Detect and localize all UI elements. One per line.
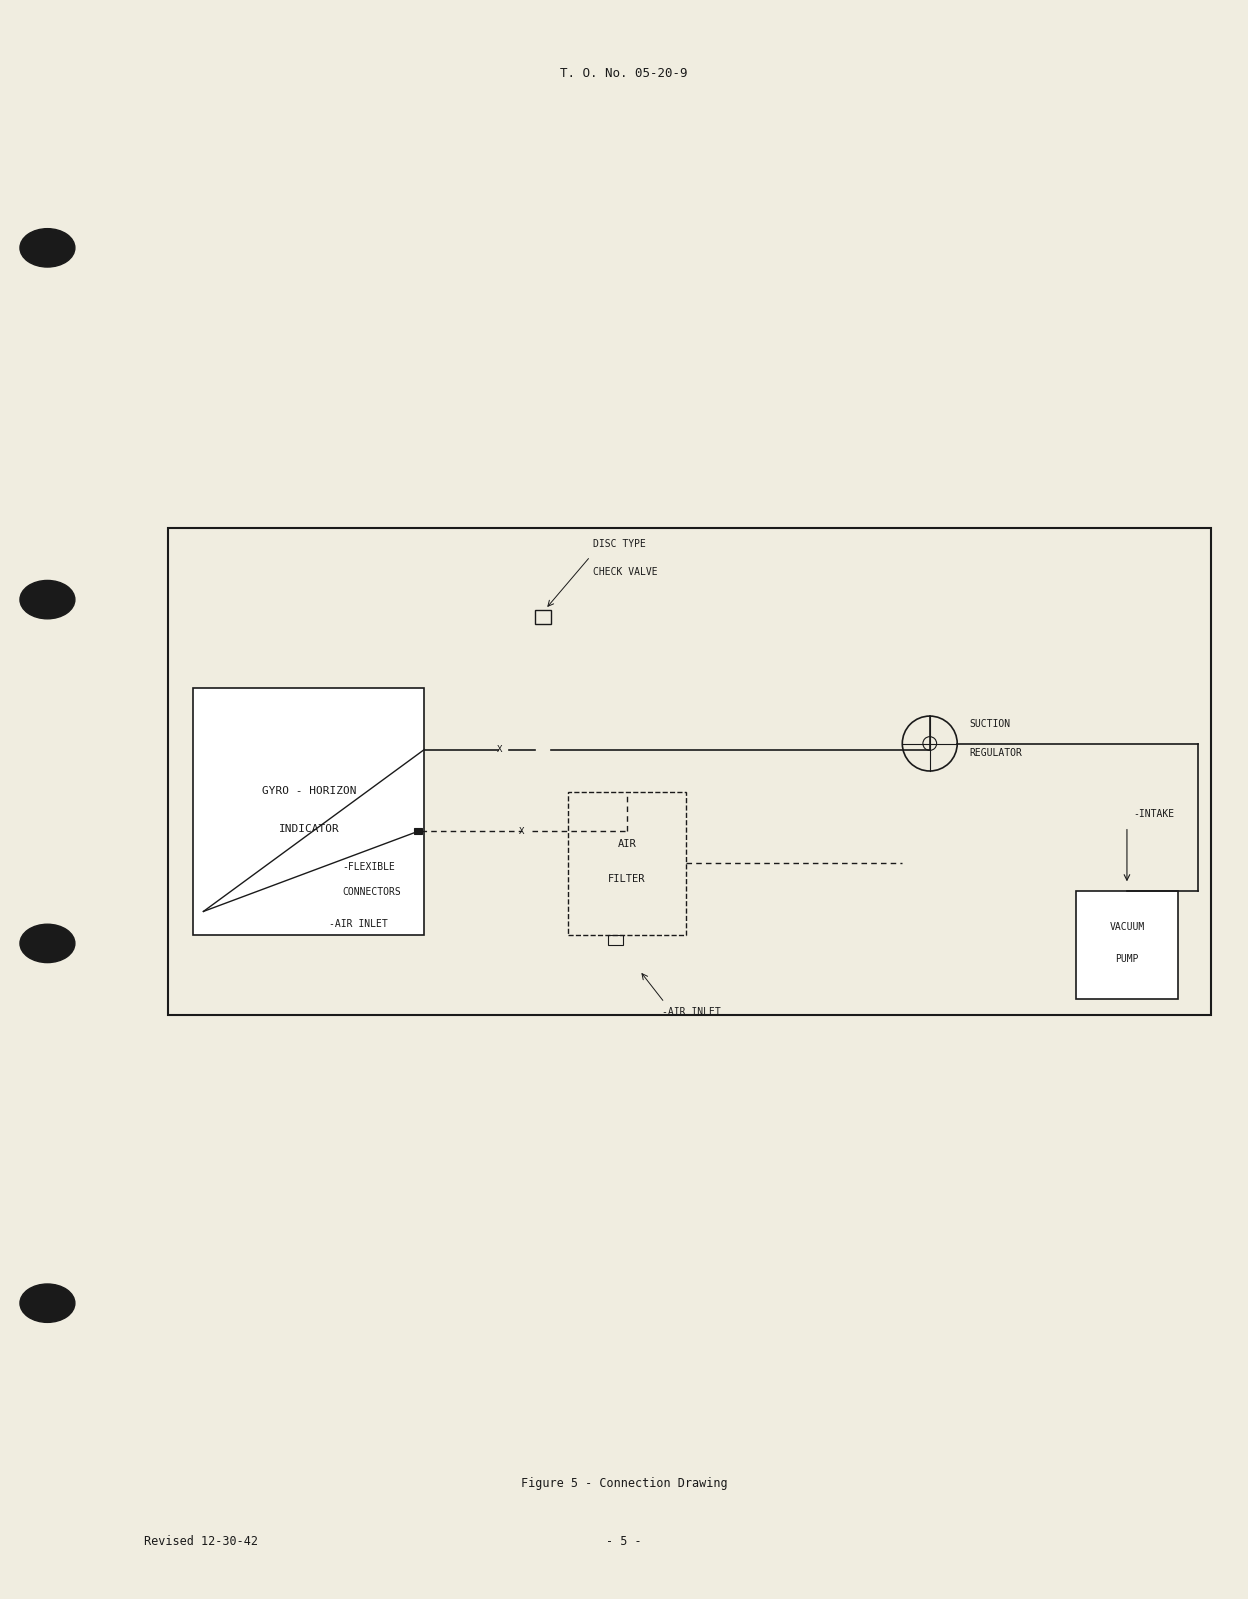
Text: DISC TYPE: DISC TYPE xyxy=(593,539,645,548)
Text: VACUUM: VACUUM xyxy=(1109,923,1144,932)
Text: PUMP: PUMP xyxy=(1116,955,1138,964)
Bar xyxy=(609,935,624,945)
Text: -FLEXIBLE: -FLEXIBLE xyxy=(342,862,394,871)
Ellipse shape xyxy=(20,580,75,619)
Bar xyxy=(414,828,422,835)
Text: GYRO - HORIZON: GYRO - HORIZON xyxy=(262,785,356,796)
Text: - 5 -: - 5 - xyxy=(607,1535,641,1548)
Text: INDICATOR: INDICATOR xyxy=(278,823,339,835)
Text: SUCTION: SUCTION xyxy=(970,720,1011,729)
Text: REGULATOR: REGULATOR xyxy=(970,748,1022,758)
Text: -AIR INLET: -AIR INLET xyxy=(663,1007,721,1017)
Text: X: X xyxy=(497,745,502,755)
Ellipse shape xyxy=(20,1284,75,1322)
Bar xyxy=(193,688,424,935)
Text: CHECK VALVE: CHECK VALVE xyxy=(593,568,658,577)
Text: Figure 5 - Connection Drawing: Figure 5 - Connection Drawing xyxy=(520,1477,728,1490)
Bar xyxy=(568,792,686,935)
Text: AIR: AIR xyxy=(618,839,636,849)
Bar xyxy=(1076,891,1178,999)
Text: Revised 12-30-42: Revised 12-30-42 xyxy=(144,1535,257,1548)
Text: -INTAKE: -INTAKE xyxy=(1133,809,1174,819)
Text: FILTER: FILTER xyxy=(608,875,646,884)
Ellipse shape xyxy=(20,229,75,267)
Text: CONNECTORS: CONNECTORS xyxy=(342,887,401,897)
Text: X: X xyxy=(519,827,524,836)
Text: -AIR INLET: -AIR INLET xyxy=(329,919,388,929)
Bar xyxy=(534,609,552,625)
Text: T. O. No. 05-20-9: T. O. No. 05-20-9 xyxy=(560,67,688,80)
Bar xyxy=(168,528,1211,1015)
Ellipse shape xyxy=(20,924,75,963)
